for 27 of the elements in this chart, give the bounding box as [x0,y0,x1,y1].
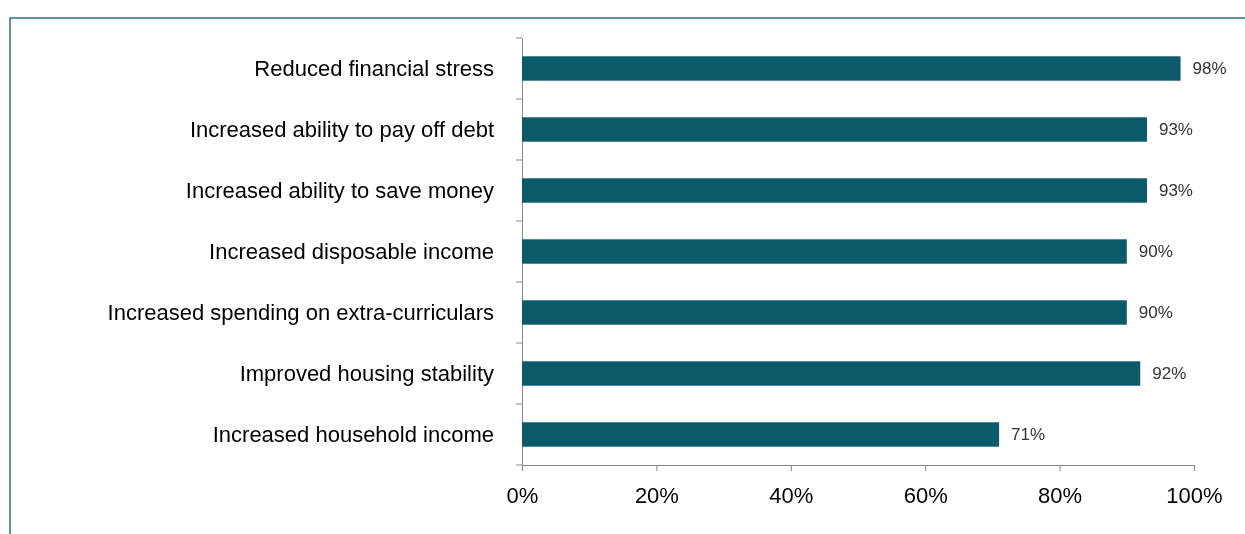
bar [522,361,1141,386]
bar [522,178,1147,203]
bar [522,239,1127,264]
y-tick-label: Increased ability to save money [185,177,494,203]
data-label: 71% [1011,425,1046,445]
bar [522,300,1127,325]
bar [522,117,1147,142]
y-tick-label: Increased disposable income [209,238,494,264]
y-tick-label: Reduced financial stress [254,55,494,81]
x-tick-label: 20% [634,482,679,508]
data-label: 90% [1138,242,1173,262]
bar [522,422,1000,447]
y-tick-label: Improved housing stability [239,360,494,386]
data-label: 92% [1152,364,1187,384]
data-label: 93% [1158,181,1193,201]
x-tick-label: 80% [1038,482,1083,508]
y-tick-label: Increased ability to pay off debt [189,116,494,142]
bar [522,56,1181,81]
x-tick-label: 40% [769,482,814,508]
data-label: 90% [1138,303,1173,323]
x-tick-label: 100% [1166,482,1223,508]
data-label: 93% [1158,120,1193,140]
x-tick-label: 0% [506,482,539,508]
x-tick-label: 60% [903,482,948,508]
y-tick-label: Increased household income [212,421,494,447]
data-label: 98% [1192,59,1227,79]
y-tick-label: Increased spending on extra-curriculars [107,299,494,325]
